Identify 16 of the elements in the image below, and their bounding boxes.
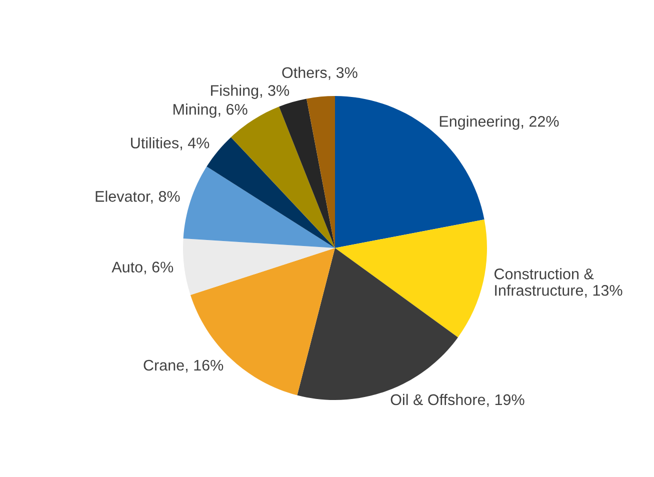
slice-label: Auto, 6% — [112, 262, 174, 274]
pie-slice — [190, 248, 335, 396]
pie-slice — [183, 238, 335, 295]
pie-slice — [335, 220, 487, 338]
slice-label: Others, 3% — [282, 66, 358, 80]
pie-slice — [306, 96, 335, 248]
slice-label: Fishing, 3% — [211, 84, 290, 99]
slice-label: Construction & Infrastructure, 13% — [494, 268, 622, 298]
slice-label: Oil & Offshore, 19% — [390, 394, 524, 407]
slice-label: Mining, 6% — [174, 104, 248, 118]
slice-label: Engineering, 22% — [440, 116, 559, 130]
slice-label: Utilities, 4% — [131, 137, 210, 150]
pie-slice — [183, 166, 335, 248]
slice-label: Elevator, 8% — [96, 190, 180, 204]
pie-slice — [279, 98, 335, 248]
slice-label: Crane, 16% — [144, 360, 224, 372]
